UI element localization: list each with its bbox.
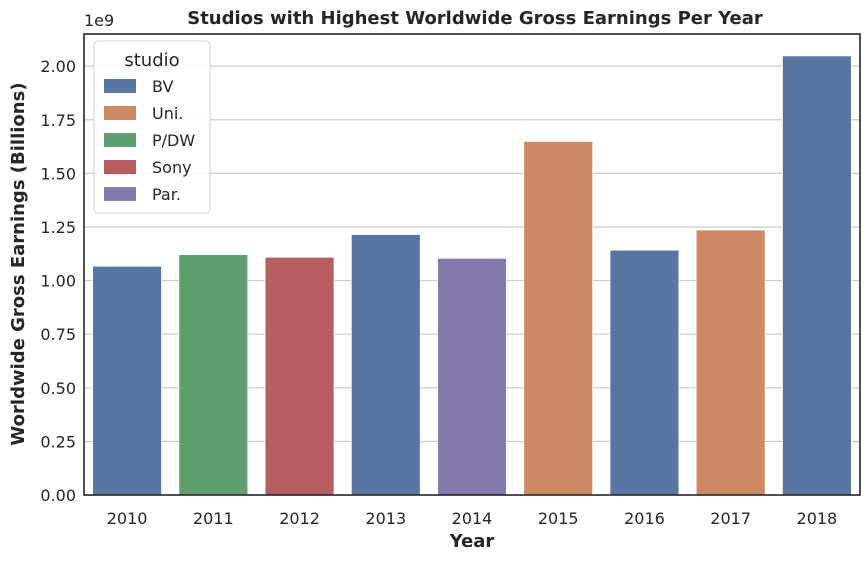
y-tick-labels: 0.00 0.25 0.50 0.75 1.00 1.25 1.50 1.75 2.00: [40, 57, 76, 505]
legend-label: Sony: [152, 158, 192, 177]
y-axis-title: Worldwide Gross Earnings (Billions): [8, 82, 29, 445]
x-tick-label: 2015: [538, 509, 579, 528]
y-tick-label: 2.00: [40, 57, 76, 76]
bar-2010: [92, 265, 162, 496]
x-tick-label: 2011: [193, 509, 234, 528]
y-tick-label: 1.75: [40, 111, 76, 130]
chart-title: Studios with Highest Worldwide Gross Ear…: [187, 8, 763, 29]
x-tick-label: 2012: [279, 509, 320, 528]
x-tick-label: 2018: [797, 509, 838, 528]
legend-label: Uni.: [152, 104, 183, 123]
y-tick-label: 1.25: [40, 218, 76, 237]
bar-2011: [178, 254, 249, 496]
legend-swatch: [104, 187, 136, 201]
bars: [92, 55, 852, 496]
legend-title: studio: [124, 50, 179, 71]
legend-swatch: [104, 133, 136, 147]
x-tick-label: 2013: [365, 509, 406, 528]
legend-swatch: [104, 160, 136, 174]
bar-2014: [437, 257, 507, 496]
y-tick-label: 1.50: [40, 164, 76, 183]
x-tick-label: 2010: [107, 509, 148, 528]
x-axis-title: Year: [449, 531, 495, 552]
y-tick-label: 1.00: [40, 272, 76, 291]
y-tick-label: 0.75: [40, 325, 76, 344]
legend-label: Par.: [152, 185, 181, 204]
bar-2015: [523, 141, 594, 496]
bar-2012: [264, 256, 335, 496]
bar-2017: [695, 229, 766, 496]
bar-2013: [350, 234, 421, 496]
y-tick-label: 0.50: [40, 379, 76, 398]
bar-2018: [782, 55, 852, 496]
y-tick-label: 0.00: [40, 486, 76, 505]
x-tick-labels: 2010 2011 2012 2013 2014 2015 2016 2017 2018: [107, 509, 837, 528]
bar-2016: [609, 249, 680, 496]
plot-frame: [83, 33, 861, 496]
x-tick-label: 2014: [452, 509, 493, 528]
legend-label: BV: [152, 77, 173, 96]
y-tick-label: 0.25: [40, 432, 76, 451]
x-tick-label: 2017: [710, 509, 751, 528]
y-offset-label: 1e9: [84, 11, 114, 30]
legend-entries: BV Uni. P/DW Sony Par.: [104, 77, 195, 204]
legend-swatch: [104, 79, 136, 93]
legend-swatch: [104, 106, 136, 120]
x-tick-label: 2016: [624, 509, 665, 528]
legend-label: P/DW: [152, 131, 195, 150]
legend: studio BV Uni. P/DW Sony Par.: [93, 40, 211, 214]
